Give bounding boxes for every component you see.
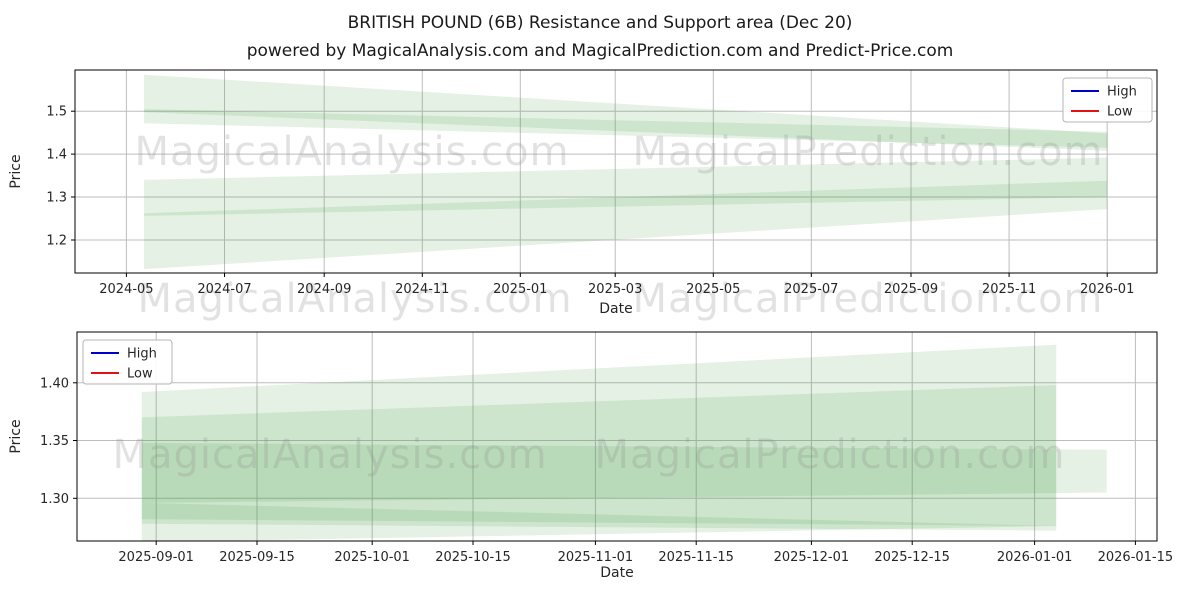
- watermark-text: MagicalPrediction.com: [633, 276, 1104, 322]
- y-axis-label: Price: [8, 154, 24, 188]
- x-tick-label: 2024-07: [197, 282, 251, 297]
- x-tick-label: 2025-03: [588, 282, 642, 297]
- watermarks: MagicalAnalysis.com MagicalPrediction.com…: [112, 129, 1104, 478]
- x-tick-label: 2026-01-01: [997, 550, 1073, 565]
- watermark-text: MagicalAnalysis.com: [137, 276, 572, 322]
- top-chart: 2024-05 2024-07 2024-09 2024-11 2025-01 2025-…: [8, 69, 1158, 317]
- x-tick-label: 2025-01: [493, 282, 547, 297]
- y-tick-label: 1.2: [46, 234, 67, 249]
- legend-high-label: High: [1107, 85, 1137, 100]
- x-tick-label: 2025-09-15: [219, 550, 295, 565]
- support-band: [141, 502, 1057, 541]
- plot-border: [74, 69, 1158, 274]
- chart-subtitle: powered by MagicalAnalysis.com and Magic…: [246, 41, 954, 61]
- y-tick-label: 1.4: [46, 148, 67, 163]
- support-band: [141, 344, 1057, 531]
- support-band: [144, 109, 1108, 148]
- x-tick-label: 2025-11-15: [658, 550, 734, 565]
- x-tick-label: 2024-09: [297, 282, 351, 297]
- watermark-text: MagicalAnalysis.com: [134, 129, 569, 175]
- bottom-chart-background: [77, 332, 1157, 541]
- bottom-chart: 2025-09-01 2025-09-15 2025-10-01 2025-10-15…: [8, 331, 1174, 581]
- x-tick-label: 2025-11: [982, 282, 1036, 297]
- watermark-text: MagicalPrediction.com: [595, 432, 1066, 478]
- support-band: [144, 180, 1108, 270]
- y-tick-label: 1.5: [46, 105, 67, 120]
- x-tick-label: 2025-07: [784, 282, 838, 297]
- x-tick-label: 2025-12-15: [874, 550, 950, 565]
- x-tick-label: 2024-05: [99, 282, 153, 297]
- support-band: [144, 157, 1108, 216]
- top-chart-background: [75, 70, 1157, 273]
- x-tick-label: 2026-01-15: [1098, 550, 1174, 565]
- legend-low-label: Low: [1107, 105, 1133, 120]
- x-tick-label: 2025-12-01: [774, 550, 850, 565]
- x-tick-label: 2025-11-01: [558, 550, 634, 565]
- y-tick-label: 1.30: [40, 492, 69, 507]
- watermark-text: MagicalPrediction.com: [633, 129, 1104, 175]
- support-band: [144, 74, 1108, 151]
- y-axis-label: Price: [8, 419, 24, 453]
- support-resistance-bands: [141, 344, 1107, 541]
- y-tick-label: 1.40: [40, 376, 69, 391]
- x-axis-label: Date: [599, 301, 632, 317]
- y-tick-label: 1.35: [40, 434, 69, 449]
- x-tick-label: 2026-01: [1080, 282, 1134, 297]
- plot-border: [76, 331, 1158, 542]
- legend-high-label: High: [127, 347, 157, 362]
- legend: High Low: [82, 339, 173, 385]
- chart-title: BRITISH POUND (6B) Resistance and Suppor…: [347, 13, 853, 33]
- legend: High Low: [1062, 77, 1153, 123]
- support-band: [141, 442, 1107, 503]
- x-tick-label: 2025-05: [686, 282, 740, 297]
- x-axis-label: Date: [600, 565, 633, 581]
- support-resistance-bands: [144, 74, 1108, 270]
- x-tick-label: 2024-11: [395, 282, 449, 297]
- x-tick-label: 2025-09: [884, 282, 938, 297]
- y-tick-label: 1.3: [46, 191, 67, 206]
- x-tick-label: 2025-10-01: [334, 550, 410, 565]
- legend-low-label: Low: [127, 367, 153, 382]
- support-band: [141, 385, 1057, 526]
- x-tick-label: 2025-10-15: [435, 550, 511, 565]
- x-tick-label: 2025-09-01: [118, 550, 194, 565]
- watermark-text: MagicalAnalysis.com: [112, 432, 547, 478]
